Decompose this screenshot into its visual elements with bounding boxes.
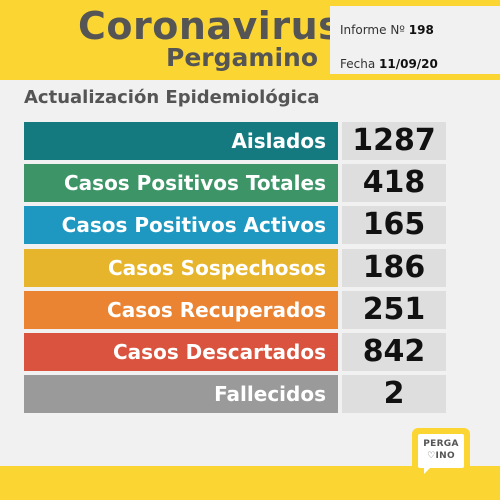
page-subtitle: Pergamino — [166, 43, 318, 72]
logo-text-top: PERGA — [423, 439, 459, 449]
stat-row-positivos-activos: Casos Positivos Activos 165 — [24, 206, 446, 245]
stat-row-positivos-totales: Casos Positivos Totales 418 — [24, 164, 446, 203]
stat-value: 1287 — [342, 122, 446, 160]
logo-text-bottom-label: INO — [435, 451, 455, 461]
stat-value: 418 — [342, 164, 446, 203]
stat-label: Casos Descartados — [24, 332, 338, 371]
stat-label: Casos Positivos Activos — [24, 206, 338, 245]
heart-icon: ♡ — [427, 451, 436, 461]
logo-bubble-tail — [424, 466, 432, 474]
report-number-label: Informe Nº — [340, 23, 405, 37]
stat-value: 251 — [342, 290, 446, 329]
stat-row-sospechosos: Casos Sospechosos 186 — [24, 248, 446, 287]
header-band: Coronavirus Pergamino Informe Nº 198 Fec… — [0, 0, 500, 80]
report-date-label: Fecha — [340, 57, 376, 71]
page-title: Coronavirus — [78, 4, 342, 48]
report-date-value: 11/09/20 — [379, 57, 438, 71]
stat-row-recuperados: Casos Recuperados 251 — [24, 290, 446, 329]
stat-value: 186 — [342, 248, 446, 287]
pergamino-logo: PERGA ♡INO — [412, 428, 470, 480]
logo-speech-bubble: PERGA ♡INO — [418, 434, 464, 468]
report-number-value: 198 — [408, 23, 434, 37]
stat-row-aislados: Aislados 1287 — [24, 122, 446, 160]
report-info-box: Informe Nº 198 Fecha 11/09/20 — [330, 6, 500, 74]
stat-label: Casos Sospechosos — [24, 248, 338, 287]
stat-value: 2 — [342, 375, 446, 414]
stat-value: 165 — [342, 206, 446, 245]
stat-label: Aislados — [24, 122, 338, 160]
stat-label: Fallecidos — [24, 375, 338, 414]
stat-row-descartados: Casos Descartados 842 — [24, 332, 446, 371]
stat-row-fallecidos: Fallecidos 2 — [24, 375, 446, 414]
logo-text-bottom: ♡INO — [418, 451, 464, 462]
report-date-line: Fecha 11/09/20 — [340, 56, 438, 72]
stat-label: Casos Recuperados — [24, 290, 338, 329]
report-number-line: Informe Nº 198 — [340, 22, 434, 38]
stat-value: 842 — [342, 332, 446, 371]
stat-label: Casos Positivos Totales — [24, 164, 338, 203]
stats-list: Aislados 1287 Casos Positivos Totales 41… — [24, 122, 446, 417]
section-title: Actualización Epidemiológica — [24, 87, 320, 108]
